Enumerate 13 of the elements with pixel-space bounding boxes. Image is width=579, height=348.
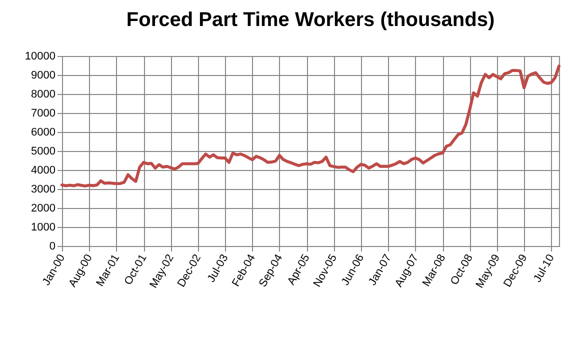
y-tick-label: 7000 <box>31 108 56 120</box>
y-tick-label: 10000 <box>24 50 56 62</box>
y-tick-label: 4000 <box>31 164 56 176</box>
y-tick-label: 5000 <box>31 146 56 158</box>
y-tick-label: 1000 <box>31 222 56 234</box>
y-tick-label: 3000 <box>31 184 56 196</box>
y-tick-label: 8000 <box>31 88 56 100</box>
y-tick-label: 9000 <box>31 70 56 82</box>
chart-title: Forced Part Time Workers (thousands) <box>126 9 495 31</box>
y-tick-label: 0 <box>49 240 56 252</box>
y-tick-label: 2000 <box>31 202 56 214</box>
line-series <box>60 64 560 188</box>
y-tick-label: 6000 <box>31 126 56 138</box>
